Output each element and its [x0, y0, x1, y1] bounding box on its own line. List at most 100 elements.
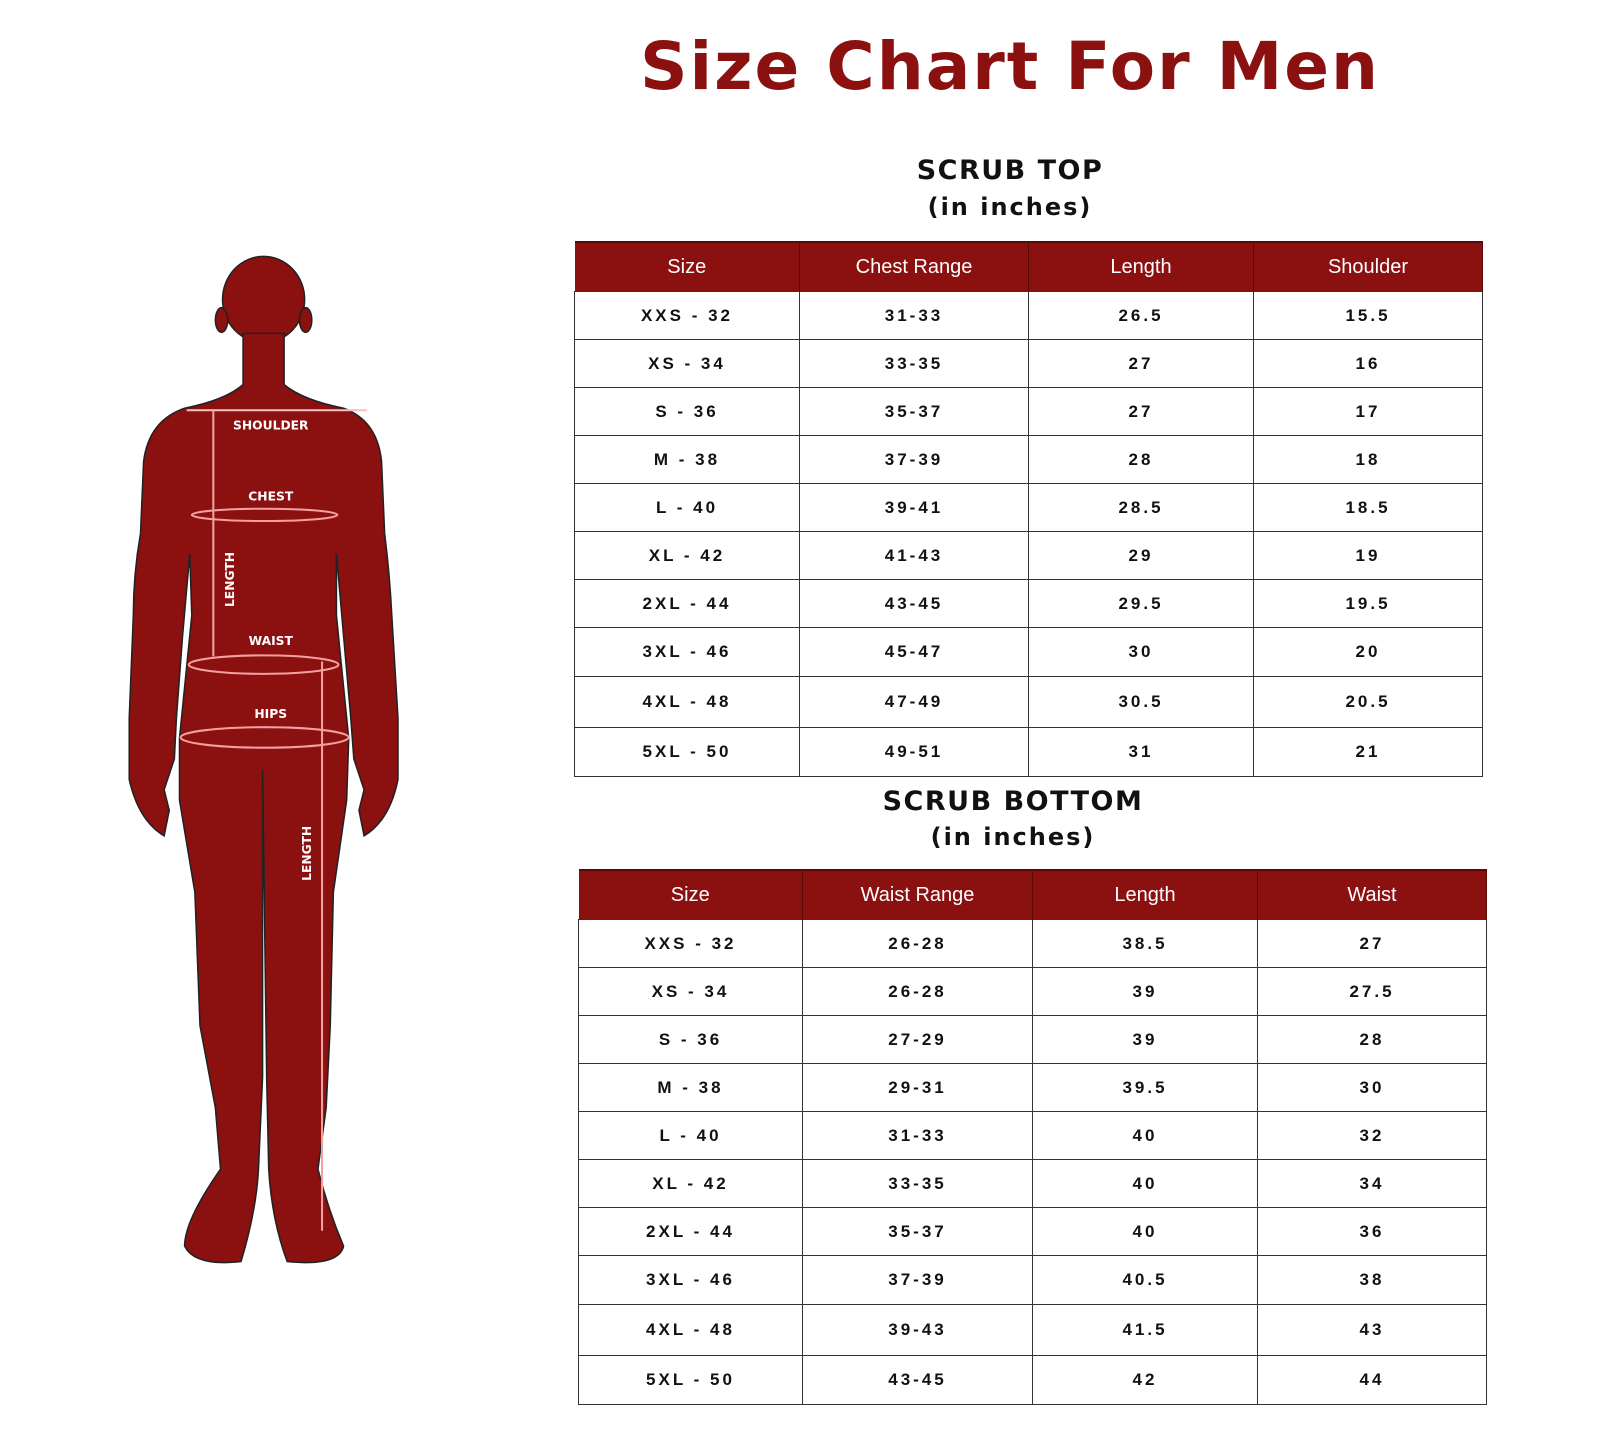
table-row: XL - 42 41-43 29 19 — [574, 531, 1483, 580]
column-header: Chest Range — [799, 241, 1029, 292]
table-cell: M - 38 — [578, 1063, 803, 1112]
column-header: Length — [1032, 869, 1258, 920]
table-cell: 35-37 — [802, 1207, 1033, 1256]
table-cell: 37-39 — [802, 1255, 1033, 1305]
table-cell: 43-45 — [799, 579, 1029, 628]
page-title: Size Chart For Men — [639, 28, 1381, 105]
table-cell: 29 — [1028, 531, 1254, 580]
label-length-top: LENGTH — [223, 552, 237, 607]
table-cell: 20 — [1253, 627, 1483, 677]
header-row: Size Chest Range Length Shoulder — [574, 241, 1483, 292]
table-cell: 15.5 — [1253, 291, 1483, 340]
table-cell: 30 — [1028, 627, 1254, 677]
table-cell: 33-35 — [802, 1159, 1033, 1208]
table-row: 4XL - 48 39-43 41.5 43 — [578, 1304, 1487, 1356]
table-cell: 41-43 — [799, 531, 1029, 580]
table-cell: 31 — [1028, 727, 1254, 777]
table-cell: 27 — [1028, 387, 1254, 436]
table-cell: 19 — [1253, 531, 1483, 580]
label-waist: WAIST — [249, 634, 294, 648]
table-cell: 27 — [1257, 919, 1487, 968]
table-cell: 38.5 — [1032, 919, 1258, 968]
table-cell: 31-33 — [802, 1111, 1033, 1160]
table-cell: XXS - 32 — [578, 919, 803, 968]
table-row: S - 36 27-29 39 28 — [578, 1015, 1487, 1064]
table-cell: L - 40 — [578, 1111, 803, 1160]
table-row: XS - 34 26-28 39 27.5 — [578, 967, 1487, 1016]
table-cell: 18.5 — [1253, 483, 1483, 532]
table-cell: 21 — [1253, 727, 1483, 777]
table-cell: 28 — [1028, 435, 1254, 484]
table-cell: 28 — [1257, 1015, 1487, 1064]
table-cell: 32 — [1257, 1111, 1487, 1160]
table-row: XS - 34 33-35 27 16 — [574, 339, 1483, 388]
table-cell: 40 — [1032, 1111, 1258, 1160]
table-cell: 33-35 — [799, 339, 1029, 388]
table-cell: 43-45 — [802, 1355, 1033, 1405]
table-row: 5XL - 50 49-51 31 21 — [574, 727, 1483, 777]
table-cell: 4XL - 48 — [578, 1304, 803, 1356]
table-cell: 34 — [1257, 1159, 1487, 1208]
scrub-bottom-unit: (in inches) — [930, 823, 1096, 851]
table-cell: XXS - 32 — [574, 291, 800, 340]
scrub-bottom-table: Size Waist Range Length Waist XXS - 32 26-28 3… — [578, 869, 1487, 1405]
male-silhouette — [128, 255, 399, 1264]
table-row: L - 40 31-33 40 32 — [578, 1111, 1487, 1160]
table-cell: 18 — [1253, 435, 1483, 484]
table-cell: 30 — [1257, 1063, 1487, 1112]
table-cell: 45-47 — [799, 627, 1029, 677]
table-cell: 4XL - 48 — [574, 676, 800, 728]
table-row: XXS - 32 31-33 26.5 15.5 — [574, 291, 1483, 340]
scrub-bottom-heading: SCRUB BOTTOM — [882, 786, 1144, 817]
scrub-top-table: Size Chest Range Length Shoulder XXS - 32 31-… — [574, 241, 1483, 777]
label-length-bottom: LENGTH — [300, 826, 314, 881]
table-row: 3XL - 46 45-47 30 20 — [574, 627, 1483, 677]
table-cell: 29-31 — [802, 1063, 1033, 1112]
table-cell: XL - 42 — [578, 1159, 803, 1208]
table-row: 2XL - 44 43-45 29.5 19.5 — [574, 579, 1483, 628]
table-cell: 5XL - 50 — [574, 727, 800, 777]
table-cell: 42 — [1032, 1355, 1258, 1405]
table-cell: M - 38 — [574, 435, 800, 484]
table-row: 5XL - 50 43-45 42 44 — [578, 1355, 1487, 1405]
table-cell: 39 — [1032, 967, 1258, 1016]
table-cell: 26-28 — [802, 967, 1033, 1016]
table-cell: 2XL - 44 — [578, 1207, 803, 1256]
table-cell: 35-37 — [799, 387, 1029, 436]
table-cell: 44 — [1257, 1355, 1487, 1405]
table-cell: S - 36 — [578, 1015, 803, 1064]
table-cell: S - 36 — [574, 387, 800, 436]
table-cell: 26.5 — [1028, 291, 1254, 340]
table-row: 4XL - 48 47-49 30.5 20.5 — [574, 676, 1483, 728]
scrub-top-heading: SCRUB TOP — [916, 155, 1104, 186]
table-cell: 3XL - 46 — [574, 627, 800, 677]
column-header: Waist Range — [802, 869, 1033, 920]
label-chest: CHEST — [248, 490, 294, 504]
table-cell: 17 — [1253, 387, 1483, 436]
table-cell: 29.5 — [1028, 579, 1254, 628]
table-cell: 39-41 — [799, 483, 1029, 532]
table-row: XXS - 32 26-28 38.5 27 — [578, 919, 1487, 968]
label-hips: HIPS — [254, 707, 287, 721]
table-cell: 28.5 — [1028, 483, 1254, 532]
table-cell: 27 — [1028, 339, 1254, 388]
table-cell: 43 — [1257, 1304, 1487, 1356]
table-cell: 36 — [1257, 1207, 1487, 1256]
table-row: XL - 42 33-35 40 34 — [578, 1159, 1487, 1208]
table-row: M - 38 37-39 28 18 — [574, 435, 1483, 484]
table-cell: 39-43 — [802, 1304, 1033, 1356]
column-header: Length — [1028, 241, 1254, 292]
table-cell: 40 — [1032, 1159, 1258, 1208]
table-row: L - 40 39-41 28.5 18.5 — [574, 483, 1483, 532]
table-cell: 26-28 — [802, 919, 1033, 968]
table-cell: 39 — [1032, 1015, 1258, 1064]
table-cell: 3XL - 46 — [578, 1255, 803, 1305]
table-cell: 37-39 — [799, 435, 1029, 484]
table-cell: 27.5 — [1257, 967, 1487, 1016]
label-shoulder: SHOULDER — [233, 419, 309, 433]
table-cell: 20.5 — [1253, 676, 1483, 728]
table-row: 2XL - 44 35-37 40 36 — [578, 1207, 1487, 1256]
table-cell: XL - 42 — [574, 531, 800, 580]
table-cell: 16 — [1253, 339, 1483, 388]
